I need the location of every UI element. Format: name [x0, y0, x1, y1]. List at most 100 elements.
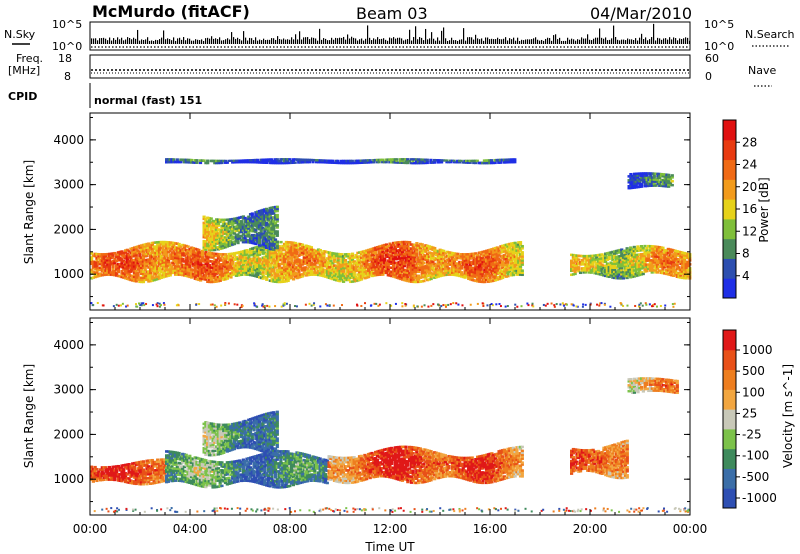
ground-scatter-cell	[151, 304, 154, 307]
range-cell	[571, 257, 575, 261]
nsky-bar	[659, 38, 661, 44]
range-cell	[257, 261, 262, 265]
range-cell	[347, 266, 351, 270]
range-cell	[193, 247, 197, 251]
range-cell	[587, 254, 592, 258]
range-cell	[509, 274, 514, 277]
range-cell	[589, 256, 593, 260]
range-cell	[484, 264, 489, 267]
range-cell	[197, 278, 201, 282]
range-cell	[152, 259, 156, 262]
range-cell	[477, 259, 482, 263]
range-cell	[363, 268, 367, 272]
range-cell	[249, 267, 253, 271]
range-cell	[600, 273, 604, 277]
range-cell	[293, 243, 297, 247]
range-cell	[154, 241, 158, 244]
range-cell	[131, 267, 135, 270]
range-cell	[107, 260, 112, 264]
range-cell	[324, 258, 328, 262]
range-cell	[406, 271, 410, 275]
range-cell	[350, 266, 355, 269]
range-cell	[647, 267, 651, 270]
range-cell	[313, 257, 317, 260]
range-cell	[291, 243, 296, 247]
range-cell	[415, 246, 419, 249]
range-cell	[638, 273, 642, 277]
range-cell	[202, 252, 206, 255]
nsky-bar	[153, 40, 155, 44]
range-cell	[431, 262, 435, 266]
range-cell	[256, 269, 260, 273]
range-cell	[184, 270, 188, 274]
range-cell	[481, 274, 485, 278]
range-cell	[607, 251, 611, 255]
range-cell	[429, 275, 433, 279]
range-cell	[123, 263, 128, 266]
nsky-bar	[353, 37, 355, 44]
range-cell	[318, 271, 322, 275]
range-cell	[586, 256, 590, 260]
range-cell	[359, 264, 364, 267]
range-cell	[596, 270, 601, 274]
range-cell	[125, 265, 129, 268]
range-cell	[511, 247, 515, 251]
range-cell	[375, 257, 380, 261]
range-cell	[325, 257, 330, 260]
range-cell	[240, 252, 244, 256]
nsky-bar	[105, 38, 107, 44]
range-cell	[638, 267, 642, 271]
range-cell	[199, 263, 203, 266]
range-cell	[445, 267, 449, 270]
range-cell	[172, 249, 176, 253]
range-cell	[131, 249, 135, 252]
range-cell	[247, 267, 251, 270]
range-cell	[284, 265, 289, 269]
range-cell	[589, 260, 593, 264]
range-cell	[397, 253, 401, 256]
nsky-bar	[295, 34, 297, 44]
range-cell	[327, 261, 331, 265]
range-cell	[256, 263, 260, 267]
range-cell	[413, 253, 417, 257]
range-cell	[190, 260, 194, 263]
range-cell	[399, 263, 403, 266]
nsky-bar	[419, 37, 421, 44]
range-cell	[254, 266, 258, 270]
range-cell	[184, 250, 188, 254]
range-cell	[127, 260, 131, 263]
range-cell	[486, 272, 490, 276]
range-cell	[343, 260, 347, 264]
range-cell	[379, 248, 383, 252]
range-cell	[650, 249, 654, 252]
range-cell	[517, 249, 521, 252]
range-cell	[379, 257, 383, 260]
range-cell	[502, 262, 507, 265]
range-cell	[288, 269, 292, 272]
nsky-bar	[173, 37, 175, 44]
range-cell	[451, 267, 455, 271]
range-cell	[616, 257, 620, 260]
range-cell	[179, 255, 183, 258]
range-cell	[206, 253, 210, 256]
range-cell	[511, 261, 515, 265]
nsky-bar	[649, 39, 651, 44]
range-cell	[404, 269, 408, 272]
nsky-bar	[389, 37, 391, 44]
range-cell	[415, 258, 419, 261]
ground-scatter-cell	[461, 304, 464, 307]
nsky-bar	[159, 39, 161, 44]
range-cell	[434, 253, 439, 257]
range-cell	[483, 258, 487, 261]
range-cell	[424, 270, 428, 274]
range-cell	[580, 263, 584, 266]
nave-label: Nave	[748, 64, 776, 77]
ground-scatter-cell	[159, 304, 162, 307]
range-cell	[476, 273, 480, 277]
ground-scatter-cell	[280, 305, 283, 308]
range-cell	[304, 246, 308, 249]
nsky-bar	[93, 38, 95, 44]
ground-scatter-cell	[401, 302, 404, 305]
range-cell	[484, 270, 489, 273]
range-cell	[93, 271, 97, 275]
